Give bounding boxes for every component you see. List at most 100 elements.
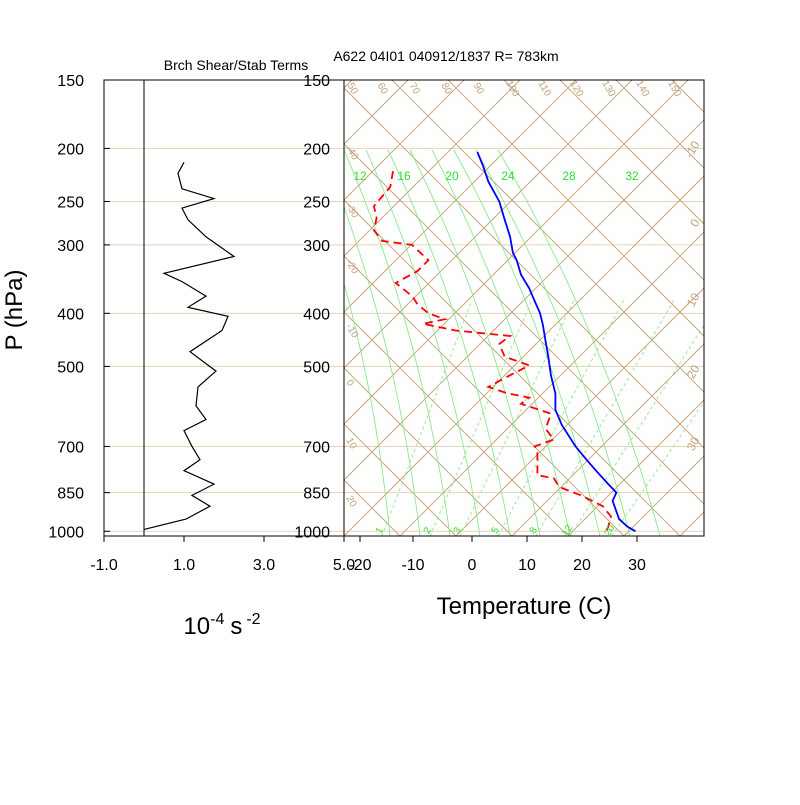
top-adiabat-label-9: 140 bbox=[633, 79, 651, 99]
left-y-tick-label-400: 400 bbox=[57, 306, 84, 323]
isotherm-line-4 bbox=[567, 399, 704, 536]
isotherm-line-2 bbox=[455, 287, 704, 536]
right-adiabat-label-1: 0 bbox=[687, 216, 703, 229]
mixing-ratio-line-6 bbox=[611, 401, 704, 536]
skewt-x-tick-label-2: 0 bbox=[468, 557, 477, 574]
left-adiabat-label-2: -20 bbox=[343, 258, 360, 276]
skewt-x-tick-label-4: 20 bbox=[573, 557, 591, 574]
right-adiabat-label-2: 10 bbox=[684, 290, 703, 309]
isotherm-line-3 bbox=[511, 343, 704, 536]
moist-adiabat-line-1 bbox=[344, 205, 421, 536]
isotherm-label-16: 16 bbox=[397, 169, 411, 183]
mixing-ratio-label-5: 5 bbox=[490, 525, 503, 536]
skewt-background bbox=[344, 80, 800, 536]
skewt-x-tick-label-1: -10 bbox=[401, 557, 424, 574]
mixing-ratio-label-20: 20 bbox=[602, 523, 617, 539]
right-adiabat-label-3: 20 bbox=[684, 362, 703, 381]
skewt-y-tick-label-250: 250 bbox=[303, 195, 330, 212]
left-y-tick-label-250: 250 bbox=[57, 195, 84, 212]
isotherm-label-28: 28 bbox=[562, 169, 576, 183]
right-adiabat-label-4: 30 bbox=[684, 434, 703, 453]
left-x-tick-label-2: 3.0 bbox=[253, 557, 275, 574]
isotherm-line-1 bbox=[399, 231, 704, 536]
top-adiabat-label-2: 70 bbox=[407, 81, 422, 97]
isotherm-line-5 bbox=[623, 455, 704, 536]
skewt-x-tick-label-3: 10 bbox=[518, 557, 536, 574]
moist-adiabat-line-8 bbox=[475, 149, 631, 536]
left-adiabat-label-0: -40 bbox=[343, 144, 360, 162]
top-adiabat-label-3: 80 bbox=[439, 81, 454, 97]
skewt-y-tick-label-300: 300 bbox=[303, 238, 330, 255]
dry-adiabat-line-3 bbox=[344, 367, 513, 536]
top-adiabat-label-6: 110 bbox=[535, 79, 553, 99]
skewt-y-tick-label-500: 500 bbox=[303, 359, 330, 376]
isotherm-label-24: 24 bbox=[501, 169, 515, 183]
skewt-y-tick-label-1000: 1000 bbox=[294, 524, 330, 541]
isotherm-line--5 bbox=[344, 80, 521, 257]
left-x-tick-label-1: 1.0 bbox=[173, 557, 195, 574]
top-adiabat-label-8: 130 bbox=[599, 79, 617, 99]
dry-adiabat-line-2 bbox=[344, 423, 457, 536]
left-x-axis: -1.0 1.0 3.0 5.0 bbox=[90, 536, 355, 574]
left-y-tick-label-500: 500 bbox=[57, 359, 84, 376]
left-chart-title: Brch Shear/Stab Terms bbox=[164, 57, 308, 73]
moist-adiabat-line-4 bbox=[387, 149, 511, 536]
dry-adiabat-line-13 bbox=[615, 80, 704, 169]
left-y-tick-label-300: 300 bbox=[57, 238, 84, 255]
skewt-chart-title: A622 04I01 040912/1837 R= 783km bbox=[333, 48, 558, 64]
left-adiabat-label-5: 10 bbox=[343, 436, 358, 452]
skewt-x-axis-label: Temperature (C) bbox=[437, 593, 612, 620]
isotherm-label-32: 32 bbox=[625, 169, 639, 183]
skewt-y-tick-label-700: 700 bbox=[303, 439, 330, 456]
moist-adiabat-line-7 bbox=[453, 149, 601, 536]
isotherm-line--3 bbox=[344, 80, 633, 369]
right-adiabat-label-0: -10 bbox=[682, 138, 703, 160]
temperature-line bbox=[476, 151, 636, 533]
left-pressure-gridlines bbox=[104, 80, 344, 536]
moist-adiabat-line-3 bbox=[365, 149, 481, 536]
moist-adiabat-line-6 bbox=[431, 149, 571, 536]
left-adiabat-label-4: 0 bbox=[343, 378, 356, 389]
y-axis-label: P (hPa) bbox=[1, 270, 28, 351]
left-adiabat-label-6: 20 bbox=[343, 494, 358, 510]
left-y-tick-label-200: 200 bbox=[57, 141, 84, 158]
isotherm-line-0 bbox=[344, 175, 704, 536]
left-y-tick-label-1000: 1000 bbox=[48, 524, 84, 541]
left-x-axis-label-unit: s bbox=[230, 613, 242, 640]
skewt-y-tick-label-850: 850 bbox=[303, 486, 330, 503]
mixing-ratio-label-2: 2 bbox=[422, 525, 435, 536]
skewt-series-layer bbox=[372, 151, 636, 533]
top-adiabat-label-0: 50 bbox=[345, 81, 360, 97]
isotherm-line-7 bbox=[736, 80, 800, 536]
moist-adiabat-line-9 bbox=[497, 149, 661, 536]
skewt-y-tick-label-400: 400 bbox=[303, 306, 330, 323]
isotherm-line-8 bbox=[792, 80, 800, 536]
left-y-tick-label-700: 700 bbox=[57, 439, 84, 456]
dry-adiabat-line-7 bbox=[344, 143, 704, 505]
isotherm-line--6 bbox=[344, 80, 465, 201]
dry-adiabat-line-10 bbox=[447, 80, 704, 337]
left-x-axis-label-base: 10 bbox=[183, 613, 210, 640]
moist-adiabat-line-0 bbox=[344, 281, 391, 536]
left-y-tick-label-850: 850 bbox=[57, 486, 84, 503]
skewt-x-axis: -20 -10 0 10 20 30 bbox=[348, 536, 646, 574]
isotherm-line--1 bbox=[344, 119, 704, 481]
mixing-ratio-label-8: 8 bbox=[528, 525, 541, 536]
mixing-ratio-label-12: 12 bbox=[560, 523, 575, 539]
top-adiabat-label-1: 60 bbox=[375, 81, 390, 97]
mixing-ratio-line-1 bbox=[429, 299, 533, 536]
mixing-ratio-line-2 bbox=[459, 299, 575, 536]
left-series-line-0 bbox=[143, 162, 236, 530]
left-adiabat-label-1: -30 bbox=[343, 202, 360, 220]
left-x-tick-label-3: 5.0 bbox=[333, 557, 355, 574]
isotherm-label-20: 20 bbox=[445, 169, 459, 183]
top-adiabat-label-10: 150 bbox=[665, 79, 683, 99]
dry-adiabat-line-12 bbox=[559, 80, 704, 225]
skewt-y-tick-label-200: 200 bbox=[303, 141, 330, 158]
left-x-axis-label-exponent: -4 bbox=[210, 611, 224, 628]
mixing-ratio-label-1: 1 bbox=[374, 525, 387, 536]
moist-adiabat-line-5 bbox=[409, 149, 541, 536]
isotherm-line--2 bbox=[344, 80, 689, 425]
